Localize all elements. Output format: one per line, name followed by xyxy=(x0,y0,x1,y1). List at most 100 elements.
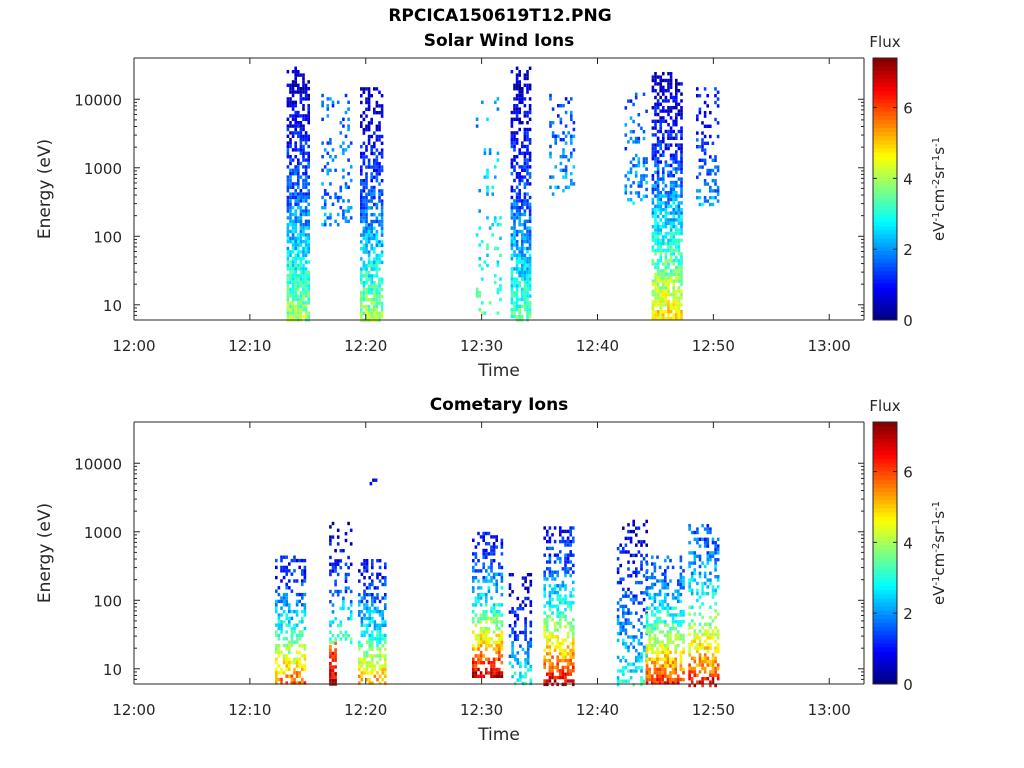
spectrogram-cell xyxy=(482,674,485,678)
spectrogram-cell xyxy=(674,657,677,661)
spectrogram-cell xyxy=(495,671,498,675)
spectrogram-cell xyxy=(326,216,330,220)
spectrogram-cell xyxy=(566,672,570,676)
spectrogram-cell xyxy=(659,313,662,317)
spectrogram-cell xyxy=(640,642,643,646)
spectrogram-cell xyxy=(298,681,301,685)
spectrogram-cell xyxy=(360,270,363,275)
spectrogram-cell xyxy=(659,143,662,147)
spectrogram-cell xyxy=(380,311,384,315)
spectrogram-cell xyxy=(559,648,562,653)
spectrogram-cell xyxy=(513,610,517,614)
spectrogram-cell xyxy=(656,296,660,300)
spectrogram-cell xyxy=(381,620,384,624)
spectrogram-cell xyxy=(362,117,366,122)
spectrogram-cell xyxy=(645,194,648,198)
spectrogram-cell xyxy=(696,114,699,118)
spectrogram-cell xyxy=(477,647,480,651)
spectrogram-cell xyxy=(656,197,660,202)
spectrogram-cell xyxy=(360,199,363,203)
spectrogram-cell xyxy=(669,252,673,256)
spectrogram-cell xyxy=(381,667,384,672)
spectrogram-cell xyxy=(362,281,366,285)
spectrogram-cell xyxy=(289,131,292,135)
spectrogram-cell xyxy=(669,133,673,137)
spectrogram-cell xyxy=(329,648,332,652)
spectrogram-cell xyxy=(373,250,376,254)
spectrogram-cell xyxy=(561,672,565,676)
spectrogram-cell xyxy=(329,600,332,604)
spectrogram-cell xyxy=(344,634,348,638)
spectrogram-cell xyxy=(701,666,704,671)
spectrogram-cell xyxy=(370,121,373,125)
spectrogram-cell xyxy=(564,601,567,605)
spectrogram-cell xyxy=(299,127,303,132)
spectrogram-cell xyxy=(706,141,709,145)
spectrogram-cell xyxy=(654,316,657,321)
colorbar-tick-label: 4 xyxy=(903,534,913,552)
spectrogram-cell xyxy=(490,545,493,549)
spectrogram-cell xyxy=(521,141,524,145)
spectrogram-cell xyxy=(693,530,697,535)
spectrogram-cell xyxy=(656,248,660,253)
spectrogram-cell xyxy=(307,87,310,91)
spectrogram-cell xyxy=(304,233,308,237)
spectrogram-cell xyxy=(640,553,643,558)
spectrogram-cell xyxy=(334,579,337,583)
spectrogram-cell xyxy=(286,233,290,237)
spectrogram-cell xyxy=(285,592,288,597)
spectrogram-cell xyxy=(500,640,504,644)
spectrogram-cell xyxy=(677,242,681,246)
spectrogram-cell xyxy=(286,70,290,74)
spectrogram-cell xyxy=(528,236,532,240)
spectrogram-cell xyxy=(344,219,348,223)
spectrogram-cell xyxy=(301,582,304,587)
spectrogram-cell xyxy=(642,679,646,683)
spectrogram-cell xyxy=(669,303,673,307)
spectrogram-cell xyxy=(659,296,662,300)
spectrogram-cell xyxy=(682,582,685,587)
spectrogram-cell xyxy=(698,646,702,650)
spectrogram-cell xyxy=(358,664,361,668)
spectrogram-cell xyxy=(526,641,530,645)
spectrogram-cell xyxy=(477,674,480,678)
spectrogram-cell xyxy=(679,657,683,661)
spectrogram-cell xyxy=(616,567,620,571)
spectrogram-cell xyxy=(288,667,291,672)
spectrogram-cell xyxy=(291,131,295,135)
spectrogram-cell xyxy=(474,623,478,627)
spectrogram-cell xyxy=(645,671,649,675)
spectrogram-cell xyxy=(336,212,340,217)
spectrogram-cell xyxy=(360,202,363,207)
spectrogram-cell xyxy=(331,100,335,104)
spectrogram-cell xyxy=(716,673,720,677)
spectrogram-cell xyxy=(513,107,516,111)
spectrogram-cell xyxy=(384,593,387,597)
spectrogram-cell xyxy=(365,298,368,302)
spectrogram-cell xyxy=(518,314,521,319)
spectrogram-cell xyxy=(696,138,699,142)
spectrogram-cell xyxy=(523,104,527,108)
y-axis-label: Energy (eV) xyxy=(35,139,55,239)
spectrogram-cell xyxy=(624,679,628,683)
spectrogram-cell xyxy=(651,626,654,631)
spectrogram-cell xyxy=(669,85,673,89)
spectrogram-cell xyxy=(365,277,368,281)
spectrogram-cell xyxy=(485,569,488,573)
spectrogram-cell xyxy=(677,167,681,171)
spectrogram-cell xyxy=(294,141,297,145)
spectrogram-cell xyxy=(524,586,527,590)
spectrogram-cell xyxy=(548,631,552,636)
spectrogram-cell xyxy=(523,195,527,200)
spectrogram-cell xyxy=(682,677,685,682)
spectrogram-cell xyxy=(289,209,292,213)
spectrogram-cell xyxy=(693,622,697,626)
spectrogram-cell xyxy=(562,151,565,155)
spectrogram-cell xyxy=(659,252,662,256)
spectrogram-cell xyxy=(302,185,305,189)
spectrogram-cell xyxy=(662,279,665,283)
spectrogram-cell xyxy=(662,235,665,239)
spectrogram-cell xyxy=(645,647,649,651)
spectrogram-cell xyxy=(375,240,379,244)
spectrogram-cell xyxy=(373,674,377,678)
